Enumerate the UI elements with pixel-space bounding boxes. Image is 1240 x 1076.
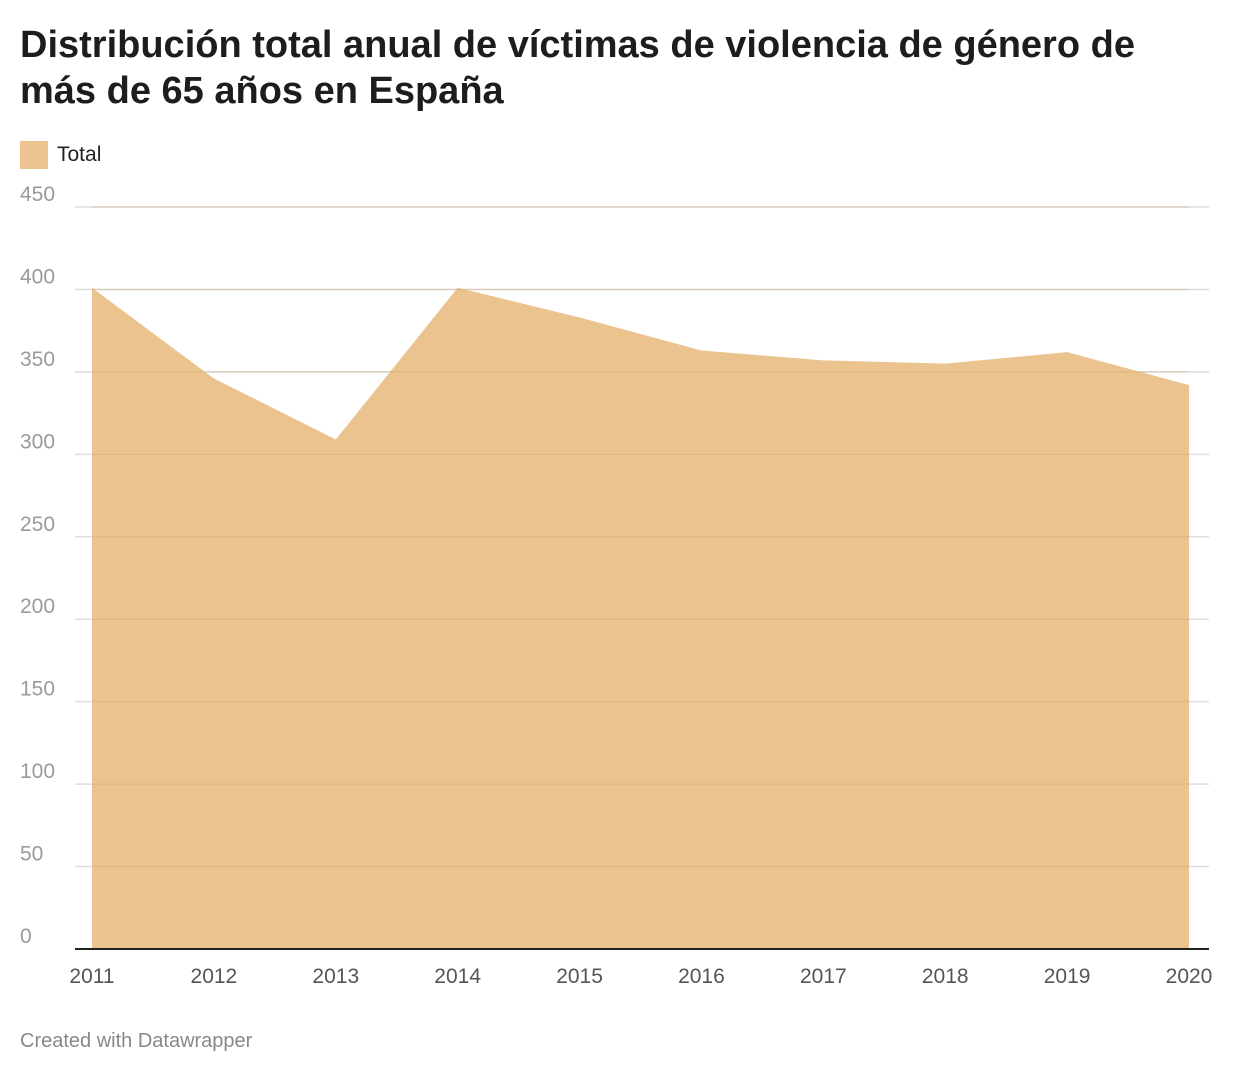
y-tick-label: 300	[20, 430, 55, 453]
x-tick-label: 2011	[69, 965, 114, 988]
legend-label-total: Total	[57, 143, 102, 166]
x-tick-label: 2014	[434, 965, 481, 988]
y-tick-label: 150	[20, 678, 55, 701]
y-axis-ticks: 0 50 100 150 200 250 300 350 400 450	[20, 183, 55, 948]
x-tick-label: 2017	[800, 965, 847, 988]
x-tick-label: 2018	[922, 965, 969, 988]
x-axis-ticks: 2011 2012 2013 2014 2015 2016 2017 2018 2019 2020	[69, 965, 1212, 988]
y-tick-label: 200	[20, 595, 55, 618]
legend-swatch	[20, 141, 48, 169]
y-tick-label: 50	[20, 843, 43, 866]
x-tick-label: 2020	[1166, 965, 1213, 988]
area-total	[92, 287, 1189, 950]
x-tick-label: 2016	[678, 965, 725, 988]
x-tick-label: 2012	[191, 965, 238, 988]
y-tick-label: 450	[20, 183, 55, 206]
y-tick-label: 350	[20, 348, 55, 371]
x-tick-label: 2019	[1044, 965, 1091, 988]
grid-overlay	[92, 206, 1189, 868]
footer-credit: Created with Datawrapper	[20, 1030, 253, 1052]
y-tick-label: 100	[20, 760, 55, 783]
legend: Total	[20, 141, 101, 169]
y-tick-label: 0	[20, 925, 32, 948]
y-tick-label: 250	[20, 513, 55, 536]
x-tick-label: 2015	[556, 965, 603, 988]
chart-title: Distribución total anual de víctimas de …	[20, 24, 1135, 112]
area-series	[92, 287, 1189, 950]
y-tick-label: 400	[20, 265, 55, 288]
x-tick-label: 2013	[312, 965, 359, 988]
